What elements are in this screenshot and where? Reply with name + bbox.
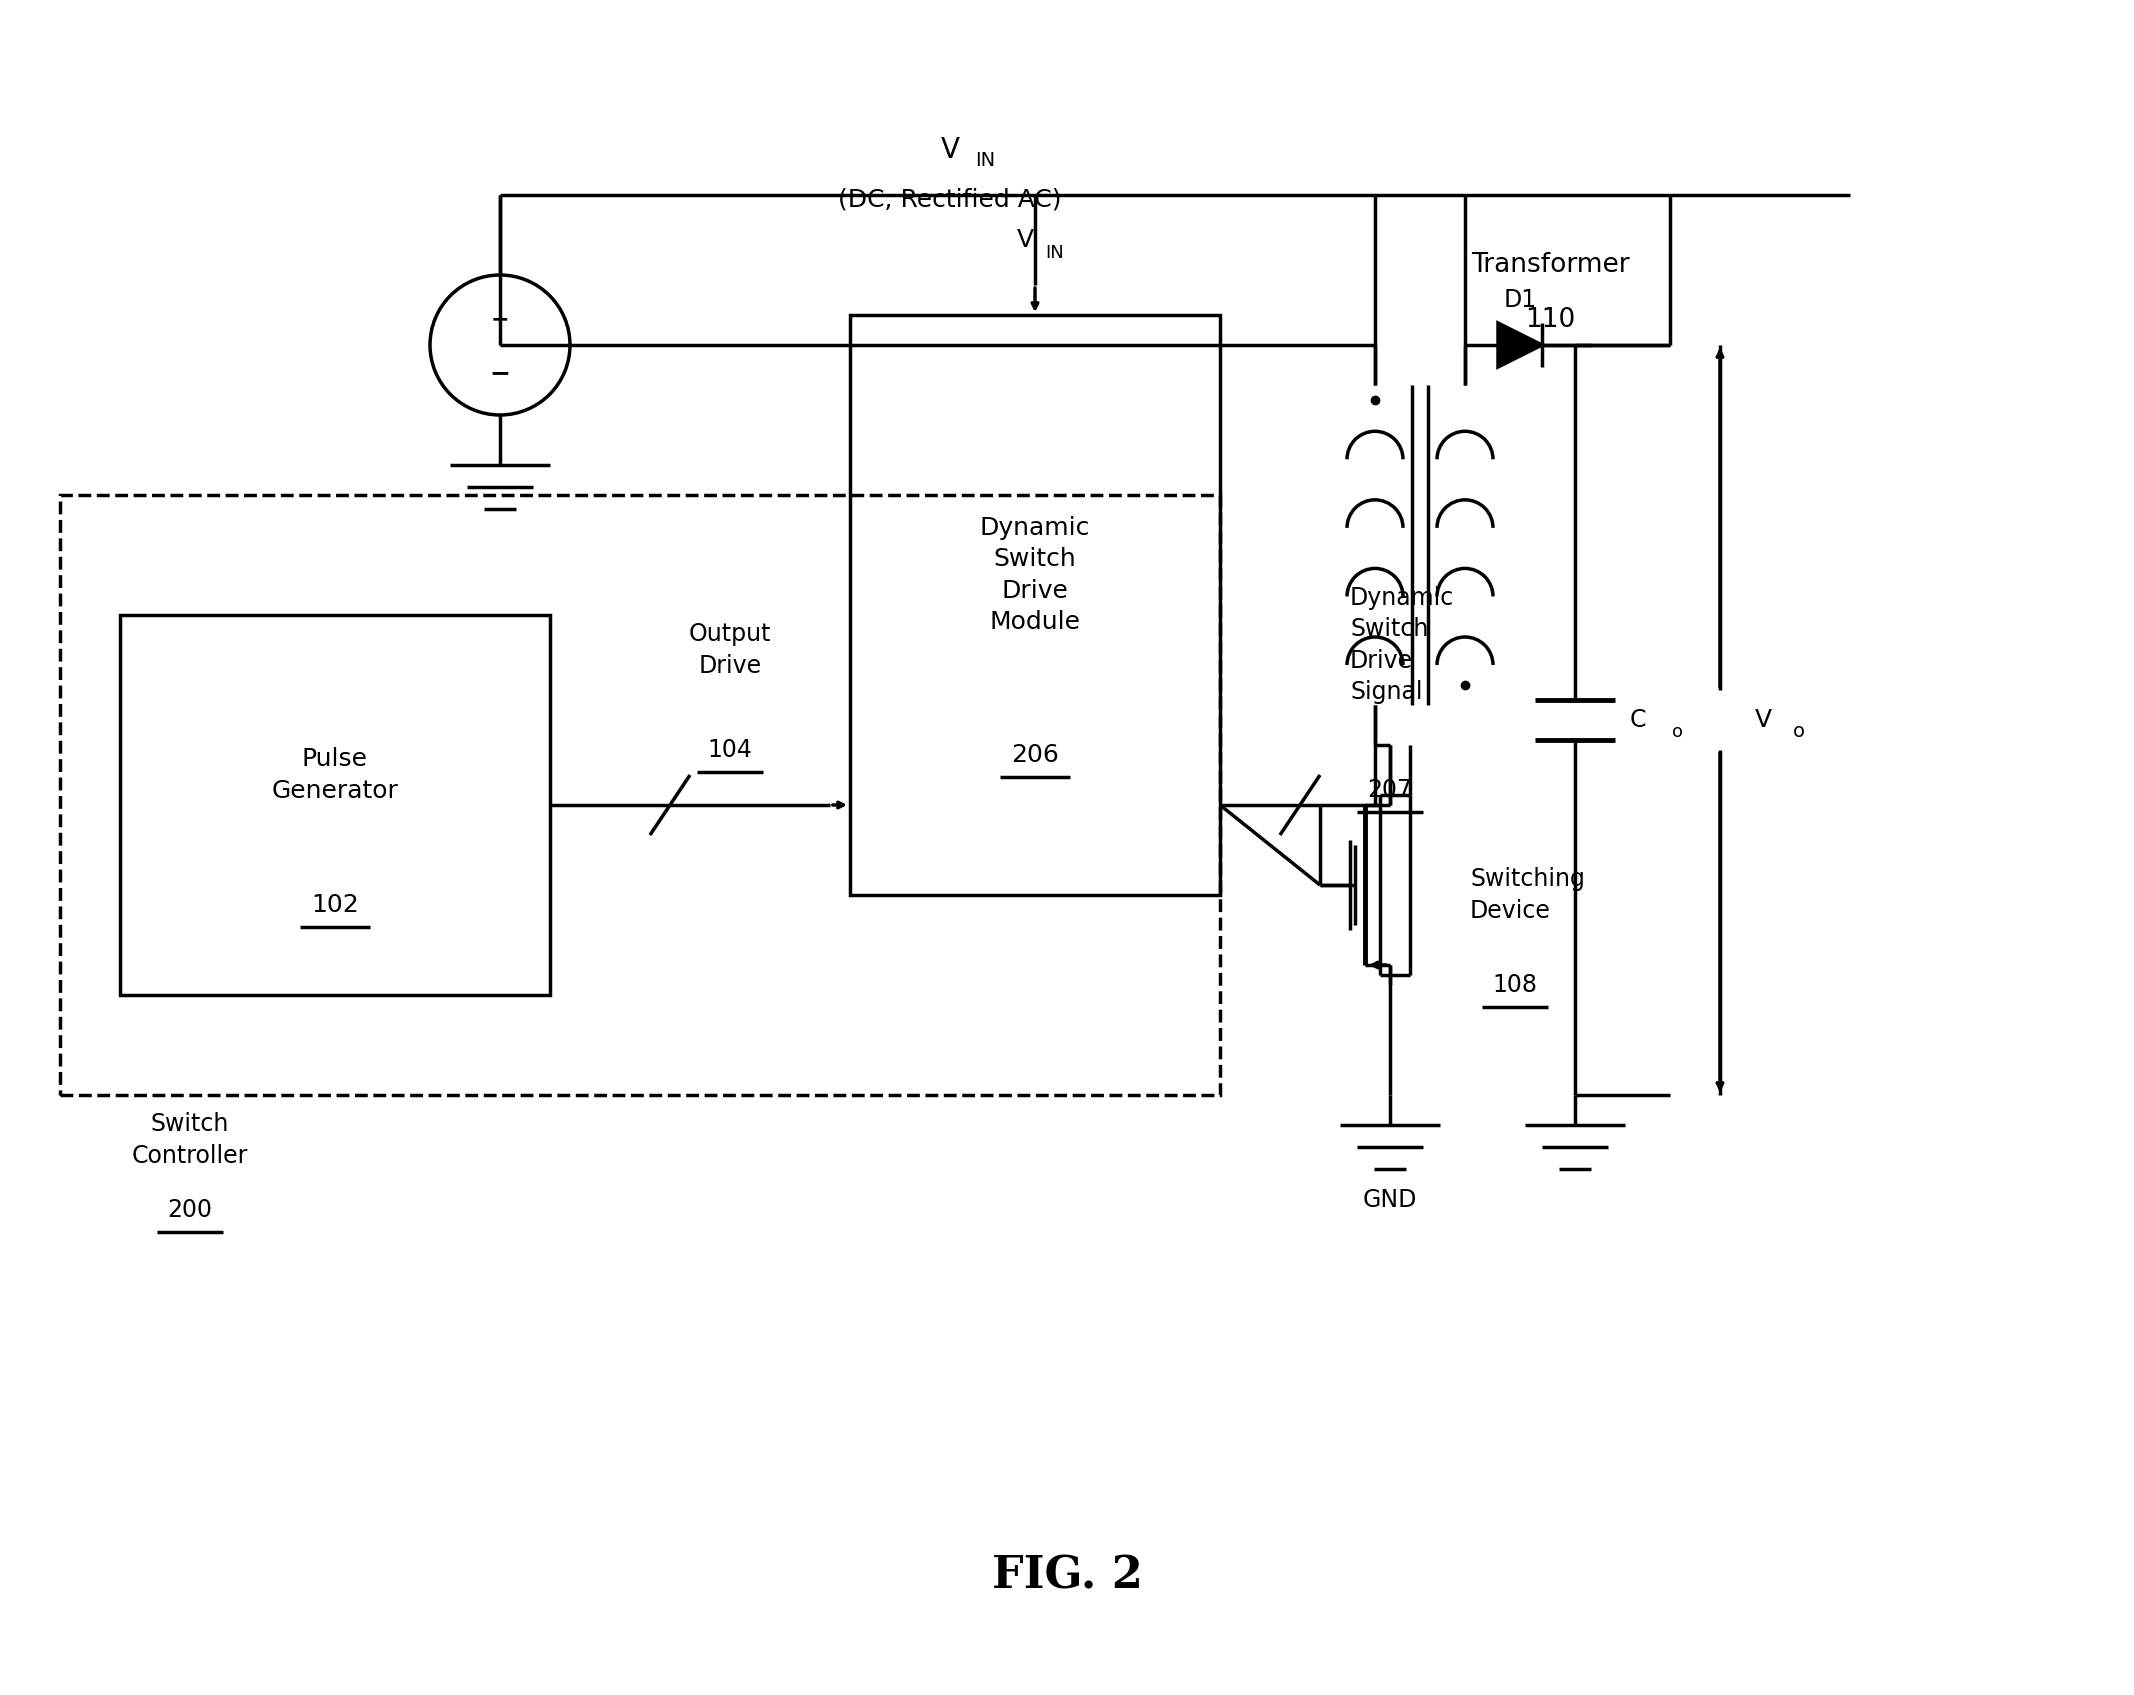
Text: IN: IN bbox=[1046, 244, 1065, 263]
Text: 108: 108 bbox=[1492, 973, 1536, 997]
Text: o: o bbox=[1793, 722, 1805, 741]
Text: V: V bbox=[1754, 709, 1771, 732]
Text: FIG. 2: FIG. 2 bbox=[992, 1554, 1142, 1598]
Text: 207: 207 bbox=[1368, 778, 1413, 802]
Text: Dynamic
Switch
Drive
Module: Dynamic Switch Drive Module bbox=[980, 515, 1090, 634]
Text: 200: 200 bbox=[166, 1198, 213, 1222]
Bar bbox=[120, 615, 551, 995]
Text: IN: IN bbox=[975, 151, 994, 170]
Text: Switching
Device: Switching Device bbox=[1470, 868, 1586, 922]
Text: 102: 102 bbox=[312, 893, 359, 917]
Text: C: C bbox=[1630, 709, 1647, 732]
Text: +: + bbox=[491, 310, 510, 331]
Text: −: − bbox=[489, 361, 510, 385]
Text: GND: GND bbox=[1364, 1188, 1417, 1212]
Text: 104: 104 bbox=[708, 737, 753, 763]
Polygon shape bbox=[1498, 324, 1543, 368]
Text: Output
Drive: Output Drive bbox=[689, 622, 770, 678]
Text: Switch
Controller: Switch Controller bbox=[132, 1112, 248, 1168]
Text: V: V bbox=[941, 136, 960, 164]
Text: (DC, Rectified AC): (DC, Rectified AC) bbox=[839, 188, 1063, 212]
Text: V: V bbox=[1016, 229, 1033, 253]
Text: Dynamic
Switch
Drive
Signal: Dynamic Switch Drive Signal bbox=[1351, 585, 1453, 705]
Text: Pulse
Generator: Pulse Generator bbox=[271, 747, 399, 803]
Text: 110: 110 bbox=[1526, 307, 1575, 332]
Text: 206: 206 bbox=[1012, 742, 1058, 768]
Text: o: o bbox=[1673, 724, 1684, 741]
Text: Transformer: Transformer bbox=[1470, 253, 1630, 278]
Bar bbox=[849, 315, 1221, 895]
Bar bbox=[60, 495, 1221, 1095]
Text: D1: D1 bbox=[1504, 288, 1536, 312]
